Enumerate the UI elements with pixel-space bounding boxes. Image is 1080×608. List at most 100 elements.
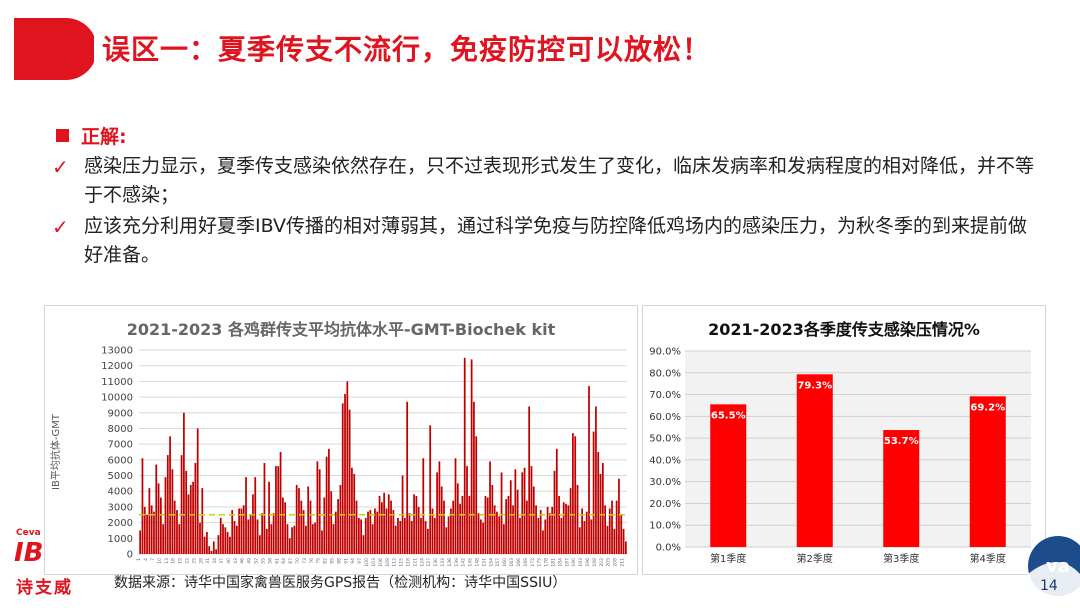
- bar: [258, 535, 261, 554]
- bar: [242, 505, 245, 554]
- bar: [581, 508, 583, 554]
- bar: [482, 522, 485, 554]
- x-tick-label: 112: [392, 558, 398, 567]
- x-tick-label: 178: [544, 558, 550, 567]
- y-tick-label: 40.0%: [649, 455, 681, 466]
- bar: [583, 521, 586, 554]
- x-tick-label: 187: [564, 558, 570, 567]
- bar: [159, 497, 162, 554]
- x-tick-label: 169: [523, 558, 529, 567]
- x-tick-label: 100: [364, 558, 370, 567]
- bar: [284, 502, 287, 554]
- bar: [558, 495, 560, 554]
- x-tick-label: 34: [212, 558, 218, 564]
- y-tick-label: 0: [127, 550, 133, 561]
- x-tick-label: 205: [606, 558, 612, 567]
- x-tick-label: 145: [468, 558, 474, 567]
- logo-mark: IB: [14, 538, 44, 568]
- bar: [334, 511, 337, 554]
- bar: [380, 502, 383, 554]
- bar: [330, 491, 333, 554]
- bar: [491, 484, 494, 554]
- x-tick-label: 211: [620, 558, 626, 567]
- bar: [592, 431, 595, 554]
- x-tick-label: 第1季度: [710, 552, 746, 565]
- bar: [530, 466, 533, 554]
- bar: [203, 536, 206, 554]
- logo-product-name: 诗支威: [16, 578, 73, 598]
- bar: [390, 500, 392, 554]
- bar: [309, 500, 312, 554]
- bar: [300, 500, 303, 554]
- bar: [572, 433, 574, 554]
- x-tick-label: 19: [178, 558, 184, 564]
- bar: [169, 436, 171, 554]
- x-tick-label: 第4季度: [970, 552, 1006, 565]
- bar: [355, 500, 358, 554]
- y-tick-label: 4000: [108, 487, 133, 498]
- bar: [443, 500, 445, 554]
- x-tick-label: 46: [240, 558, 246, 564]
- x-tick-label: 第2季度: [797, 552, 833, 565]
- x-tick-label: 85: [330, 558, 336, 564]
- answer-section: 正解: ✓ 感染压力显示，夏季传支感染依然存在，只不过表现形式发生了变化，临床发…: [52, 120, 1052, 270]
- bar: [470, 359, 473, 554]
- bar: [535, 505, 537, 554]
- bar: [143, 506, 146, 554]
- bar: [270, 524, 273, 554]
- bar: [505, 499, 508, 554]
- bar: [194, 462, 197, 554]
- bar: [305, 525, 307, 554]
- bar: [585, 511, 588, 554]
- bar: [180, 455, 183, 554]
- bar: [238, 508, 241, 554]
- quarterly-chart-title: 2021-2023各季度传支感染压情况%: [708, 320, 980, 339]
- data-label: 53.7%: [884, 436, 919, 447]
- bar: [969, 396, 1006, 547]
- x-tick-label: 10: [157, 558, 163, 564]
- bar: [281, 497, 284, 554]
- bullet-item: ✓ 应该充分利用好夏季IBV传播的相对薄弱其，通过科学免疫与防控降低鸡场内的感染…: [52, 212, 1052, 270]
- x-tick-label: 172: [530, 558, 536, 567]
- x-tick-label: 193: [578, 558, 584, 567]
- bar: [141, 458, 144, 554]
- x-tick-label: 16: [171, 558, 177, 564]
- bar: [374, 508, 376, 554]
- bar: [507, 495, 510, 554]
- x-tick-label: 139: [454, 558, 460, 567]
- y-tick-label: 10000: [101, 393, 133, 404]
- bar: [576, 484, 579, 554]
- y-tick-label: 11000: [101, 377, 133, 388]
- x-tick-label: 202: [599, 558, 605, 567]
- x-tick-label: 37: [219, 558, 225, 564]
- y-tick-label: 3000: [108, 502, 133, 513]
- bar: [215, 549, 217, 554]
- bar: [606, 525, 609, 554]
- x-tick-label: 151: [481, 558, 487, 567]
- bar: [484, 495, 487, 554]
- bar: [486, 497, 489, 554]
- bar: [371, 524, 374, 554]
- logo-small-text: Ceva: [16, 528, 41, 538]
- bar: [364, 517, 367, 554]
- bar: [295, 484, 298, 554]
- bar: [498, 516, 501, 554]
- bar: [528, 406, 531, 554]
- y-axis-label: IB平均抗体-GMT: [49, 413, 62, 490]
- y-tick-label: 20.0%: [649, 499, 681, 510]
- bar: [316, 461, 319, 554]
- x-tick-label: 7: [150, 558, 156, 561]
- title-badge-shape: [14, 18, 94, 80]
- x-tick-label: 142: [461, 558, 467, 567]
- bar: [544, 519, 547, 554]
- x-tick-label: 58: [267, 558, 273, 564]
- y-tick-label: 9000: [108, 408, 133, 419]
- bar: [155, 464, 158, 554]
- bar: [608, 508, 611, 554]
- y-tick-label: 70.0%: [649, 390, 681, 401]
- bar: [601, 462, 604, 554]
- x-tick-label: 208: [613, 558, 619, 567]
- bar: [139, 530, 142, 554]
- bar: [233, 521, 236, 554]
- bar: [261, 513, 264, 554]
